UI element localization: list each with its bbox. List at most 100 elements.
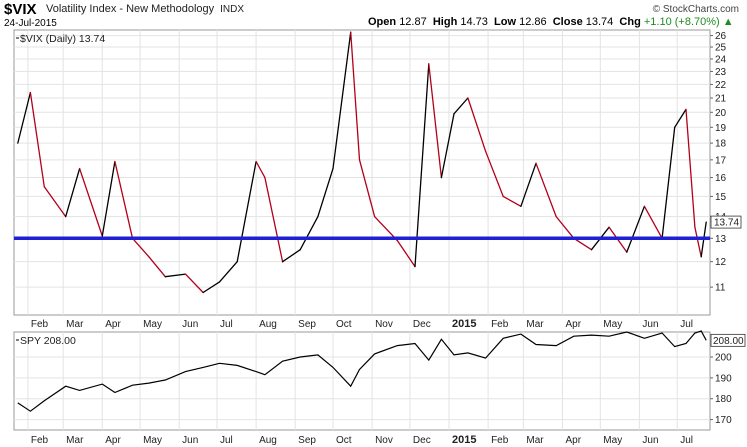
spy-x-tick-label: Apr <box>565 435 581 446</box>
vix-line-segment <box>535 162 557 218</box>
vix-y-tick-label: 17 <box>715 155 727 166</box>
vix-line-segment <box>148 256 166 278</box>
vix-y-tick-label: 16 <box>715 173 727 184</box>
vix-last-value: 13.74 <box>714 218 739 229</box>
vix-y-tick-label: 20 <box>715 108 727 119</box>
spy-y-tick-label: 200 <box>715 353 732 364</box>
vix-x-tick-label: Jun <box>642 319 658 330</box>
vix-line-segment <box>218 261 238 283</box>
spy-x-tick-label: Jul <box>220 435 233 446</box>
vix-line-segment <box>467 97 487 152</box>
vix-line-segment <box>440 113 455 179</box>
spy-y-tick-label: 170 <box>715 415 732 426</box>
vix-last-value-box <box>710 215 742 229</box>
spy-y-tick-label: 190 <box>715 373 732 384</box>
vix-line-segment <box>236 160 257 263</box>
chg-label: Chg <box>619 16 641 28</box>
vix-y-tick-label: 25 <box>715 43 727 54</box>
high-label: High <box>432 16 458 28</box>
vix-x-tick-label: Mar <box>66 319 84 330</box>
vix-gridlines <box>14 30 710 315</box>
vix-x-tick-label: Nov <box>375 319 393 330</box>
spy-x-tick-label: Jul <box>680 435 693 446</box>
spy-x-tick-label: Oct <box>336 435 352 446</box>
vix-y-tick-label: 12 <box>715 257 727 268</box>
vix-line-segment <box>332 31 352 170</box>
vix-line-segment <box>29 91 45 188</box>
spy-y-tick-label: 180 <box>715 394 732 405</box>
vix-series <box>17 31 707 294</box>
open-label: Open <box>368 16 397 28</box>
vix-x-tick-label: Mar <box>526 319 544 330</box>
spy-x-tick-label: Apr <box>105 435 121 446</box>
vix-line-segment <box>573 237 593 251</box>
vix-y-tick-label: 23 <box>715 67 727 78</box>
vix-line-segment <box>17 91 32 144</box>
spy-x-tick-label: Jun <box>182 435 198 446</box>
spy-x-tick-label: Jun <box>642 435 658 446</box>
vix-line-segment <box>264 176 284 263</box>
spy-x-tick-label: Feb <box>491 435 509 446</box>
close-value: 13.74 <box>585 16 614 28</box>
vix-y-axis: 11121314151617181920212223242526 <box>710 31 727 294</box>
vix-line-segment <box>694 226 702 258</box>
spy-last-value-box <box>710 333 746 347</box>
spy-x-tick-label: Nov <box>375 435 393 446</box>
vix-x-tick-label: Dec <box>413 319 431 330</box>
high-value: 14.73 <box>460 16 488 28</box>
vix-line-segment <box>520 162 537 207</box>
vix-line-segment <box>164 273 187 278</box>
vix-x-tick-label: Apr <box>565 319 581 330</box>
vix-line-segment <box>661 126 676 239</box>
vix-line-segment <box>502 195 522 207</box>
vix-y-tick-label: 19 <box>715 123 727 134</box>
vix-x-tick-label: Jul <box>220 319 233 330</box>
spy-x-tick-label: Feb <box>31 435 49 446</box>
vix-line-segment <box>43 186 67 218</box>
vix-line-segment <box>114 160 134 239</box>
vix-line-segment <box>414 63 430 268</box>
symbol-title: $VIX <box>4 1 37 18</box>
quote-bar: Open 12.87 High 14.73 Low 12.86 Close 13… <box>368 16 734 28</box>
spy-series-line <box>17 330 707 412</box>
vix-y-tick-label: 18 <box>715 139 727 150</box>
vix-x-tick-label: May <box>143 319 162 330</box>
stockcharts-credit: © StockCharts.com <box>652 4 739 15</box>
vix-x-tick-label: Jul <box>680 319 693 330</box>
vix-y-tick-label: 21 <box>715 94 727 105</box>
vix-line-segment <box>202 281 221 294</box>
spy-x-tick-label: 2015 <box>452 434 476 446</box>
vix-y-tick-label: 11 <box>715 283 726 294</box>
vix-line-segment <box>453 97 469 115</box>
vix-line-segment <box>281 249 301 263</box>
vix-legend: $VIX (Daily) 13.74 <box>20 33 105 45</box>
low-label: Low <box>494 16 517 28</box>
vix-line-segment <box>643 205 663 239</box>
vix-x-tick-label: Apr <box>105 319 121 330</box>
exchange-label: INDX <box>220 4 245 15</box>
vix-x-tick-label: Sep <box>298 319 316 330</box>
vix-line-segment <box>484 150 504 198</box>
open-value: 12.87 <box>399 16 427 28</box>
vix-y-tick-label: 22 <box>715 80 727 91</box>
vix-line-segment <box>317 167 334 218</box>
spy-y-axis: 170 180 190 200 <box>710 353 732 426</box>
vix-line-segment <box>555 215 575 239</box>
vix-x-tick-label: Aug <box>259 319 277 330</box>
spy-x-axis: Feb Mar Apr May Jun Jul Aug Sep Oct Nov Dec 2015 Feb… <box>31 434 693 446</box>
vix-x-tick-label: May <box>603 319 622 330</box>
vix-y-tick-label: 13 <box>715 234 727 245</box>
vix-x-tick-label: Jun <box>182 319 198 330</box>
spy-gridlines <box>14 332 710 430</box>
vix-line-segment <box>350 31 361 161</box>
vix-last-value-tag: 13.74 <box>710 215 742 229</box>
spy-last-value-tag: 208.00 <box>710 333 746 347</box>
vix-line-segment <box>101 160 116 237</box>
spy-x-tick-label: Aug <box>259 435 277 446</box>
vix-line-segment <box>184 273 204 294</box>
spy-x-tick-label: May <box>143 435 162 446</box>
vix-y-tick-label: 26 <box>715 31 727 42</box>
chg-value: +1.10 (+8.70%) <box>643 16 720 28</box>
chart-date: 24-Jul-2015 <box>4 18 57 29</box>
vix-panel-frame <box>13 29 711 316</box>
